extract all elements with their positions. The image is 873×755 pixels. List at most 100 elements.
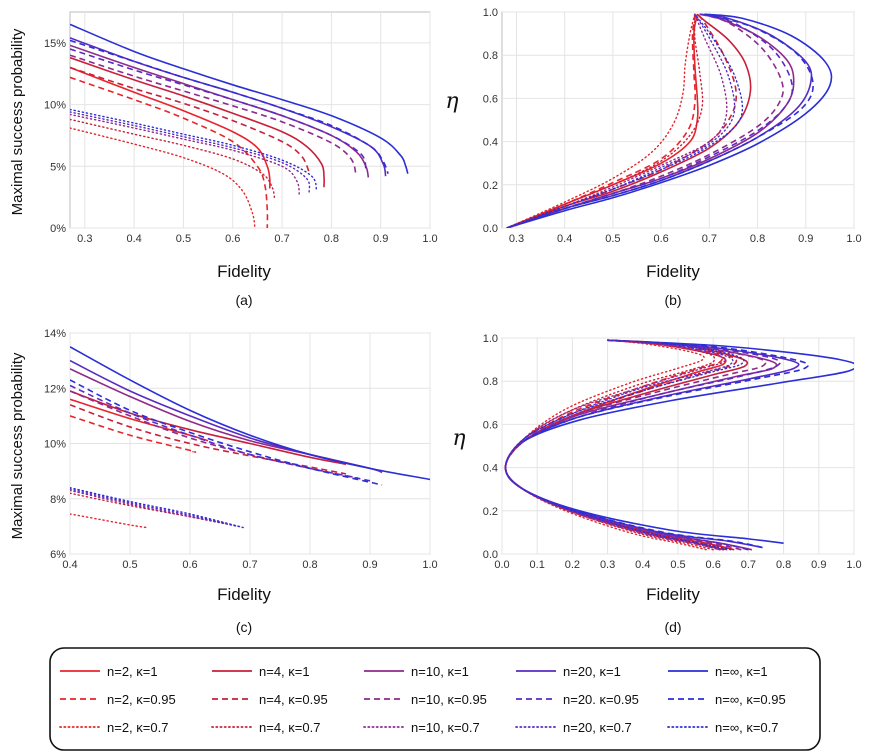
legend-item: n=10, κ=1	[364, 664, 469, 679]
legend-label: n=20. κ=0.95	[563, 692, 639, 707]
legend-item: n=10, κ=0.95	[364, 692, 487, 707]
x-tick-label: 0.3	[600, 559, 615, 571]
series-line-b-4	[506, 13, 833, 228]
legend-label: n=2, κ=0.7	[107, 720, 168, 735]
series-line-a-0	[70, 66, 271, 189]
series-line-b-11	[506, 13, 704, 228]
x-tick-label: 0.7	[702, 233, 717, 245]
chart-d: 0.0 0.1 0.2 0.3 0.4 0.5 0.6 0.7 0.8 0.9 1.0 0.0 0.2 0…	[483, 333, 862, 571]
series-group	[504, 339, 854, 551]
series-line-d-12	[504, 339, 727, 551]
panel-label-a: (a)	[235, 292, 252, 308]
series-group	[70, 23, 409, 228]
x-tick-label: 0.3	[509, 233, 524, 245]
series-line-b-10	[506, 13, 696, 228]
series-line-c-12	[70, 489, 239, 528]
x-tick-label: 0.8	[302, 559, 317, 571]
legend-item: n=∞, κ=0.7	[667, 720, 778, 735]
y-tick-label: 0.6	[483, 93, 498, 105]
series-line-a-5	[70, 76, 269, 228]
xlabel-d: Fidelity	[646, 585, 700, 604]
xlabel-c: Fidelity	[217, 585, 271, 604]
series-line-c-14	[70, 487, 245, 529]
legend: n=2, κ=1 n=4, κ=1 n=10, κ=1 n=20, κ=1 n=∞, κ…	[59, 664, 786, 735]
y-tick-label: 0.6	[483, 419, 498, 431]
x-tick-label: 0.4	[557, 233, 572, 245]
legend-item: n=20, κ=1	[516, 664, 621, 679]
ylabel-eta-bottom: η	[452, 426, 465, 451]
legend-label: n=10, κ=0.7	[411, 720, 480, 735]
legend-item: n=∞, κ=0.95	[668, 692, 786, 707]
x-tick-label: 0.7	[274, 233, 289, 245]
legend-box	[49, 647, 821, 751]
legend-label: n=10, κ=1	[411, 664, 469, 679]
series-line-d-8	[504, 339, 781, 551]
series-line-c-6	[70, 404, 347, 475]
y-tick-label: 0.4	[483, 463, 498, 475]
legend-item: n=20, κ=0.7	[515, 720, 632, 735]
x-tick-label: 1.0	[422, 559, 437, 571]
series-line-a-8	[70, 48, 367, 170]
series-line-d-9	[504, 339, 810, 549]
y-tick-label: 0.0	[483, 549, 498, 561]
x-tick-label: 0.6	[182, 559, 197, 571]
y-tick-label: 1.0	[483, 7, 498, 19]
legend-item: n=10, κ=0.7	[363, 720, 480, 735]
series-line-a-11	[70, 118, 276, 201]
series-line-c-13	[70, 488, 242, 528]
x-tick-label: 1.0	[846, 559, 861, 571]
xlabel-b: Fidelity	[646, 262, 700, 281]
y-tick-label: 10%	[44, 439, 66, 451]
legend-item: n=4, κ=0.95	[212, 692, 328, 707]
series-line-b-12	[506, 13, 728, 228]
y-tick-label: 0.2	[483, 506, 498, 518]
y-tick-label: 0%	[50, 223, 66, 235]
x-tick-label: 0.6	[653, 233, 668, 245]
x-tick-label: 0.8	[750, 233, 765, 245]
x-tick-label: 0.5	[670, 559, 685, 571]
series-line-d-4	[504, 339, 854, 544]
y-tick-label: 12%	[44, 383, 66, 395]
series-line-c-7	[70, 390, 359, 479]
y-tick-label: 1.0	[483, 333, 498, 345]
series-line-a-13	[70, 111, 311, 193]
x-tick-label: 1.0	[846, 233, 861, 245]
panel-label-b: (b)	[664, 292, 681, 308]
y-tick-label: 0.8	[483, 50, 498, 62]
y-tick-label: 0.4	[483, 137, 498, 149]
plots: 0.3 0.4 0.5 0.6 0.7 0.8 0.9 1.0 0% 5% 10% 15% 0.3 0.4…	[44, 7, 862, 571]
series-line-a-9	[70, 39, 389, 174]
series-line-d-13	[504, 339, 734, 551]
legend-label: n=20, κ=1	[563, 664, 621, 679]
legend-label: n=10, κ=0.95	[411, 692, 487, 707]
series-line-a-10	[70, 127, 256, 228]
x-tick-label: 0.5	[605, 233, 620, 245]
legend-label: n=∞, κ=0.7	[715, 720, 778, 735]
x-tick-label: 0.1	[530, 559, 545, 571]
series-line-a-4	[70, 23, 409, 174]
legend-label: n=∞, κ=1	[715, 664, 768, 679]
x-tick-label: 0.6	[706, 559, 721, 571]
y-tick-label: 6%	[50, 549, 66, 561]
chart-a: 0.3 0.4 0.5 0.6 0.7 0.8 0.9 1.0 0% 5% 10% 15%	[44, 11, 438, 245]
legend-label: n=4, κ=1	[259, 664, 310, 679]
chart-c: 0.4 0.5 0.6 0.7 0.8 0.9 1.0 6% 8% 10% 12% 14%	[44, 328, 438, 571]
xlabel-a: Fidelity	[217, 262, 271, 281]
series-line-b-14	[506, 13, 744, 228]
legend-item: n=2, κ=1	[60, 664, 158, 679]
x-tick-label: 0.9	[373, 233, 388, 245]
series-line-b-5	[506, 14, 697, 228]
series-line-d-14	[504, 339, 745, 551]
x-tick-label: 0.8	[776, 559, 791, 571]
y-tick-label: 8%	[50, 494, 66, 506]
y-tick-label: 14%	[44, 328, 66, 340]
series-line-a-7	[70, 54, 357, 176]
y-tick-label: 10%	[44, 100, 66, 112]
series-line-a-14	[70, 108, 318, 192]
x-tick-label: 0.7	[242, 559, 257, 571]
y-tick-label: 0.8	[483, 376, 498, 388]
legend-item: n=∞, κ=1	[668, 664, 768, 679]
series-line-c-4	[70, 346, 430, 481]
x-tick-label: 0.2	[565, 559, 580, 571]
